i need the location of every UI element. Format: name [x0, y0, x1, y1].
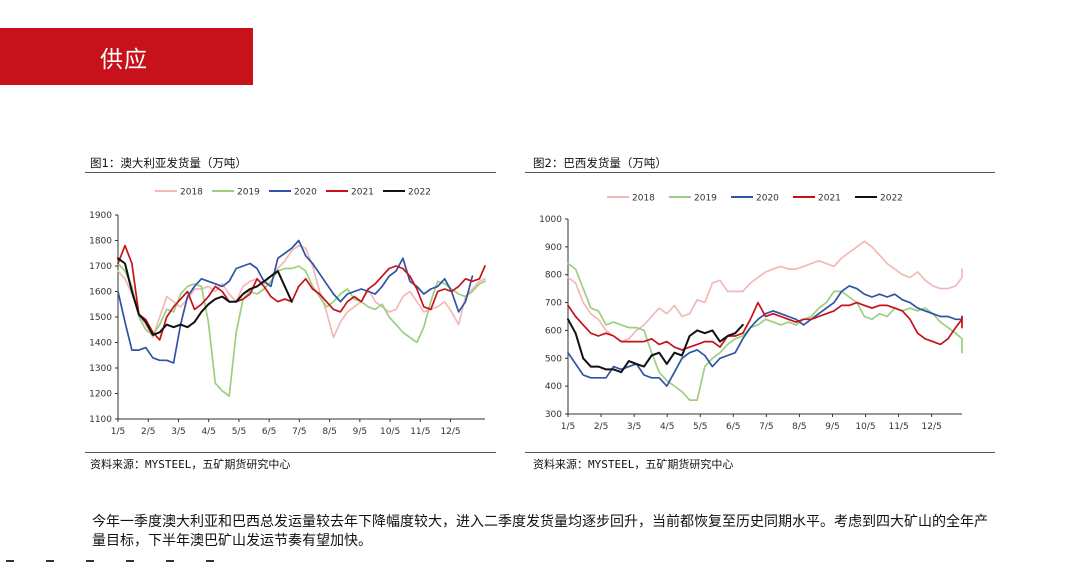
figure-2-top-rule	[525, 172, 995, 173]
series-line-2019	[567, 262, 963, 401]
series-line-2019	[117, 262, 486, 397]
series-line-2021	[567, 301, 963, 351]
series-line-2018	[567, 240, 963, 343]
brazil-shipment-chart: 2018 2019 2020 2021 2022 300 400 500 600 700 800 90…	[539, 194, 963, 432]
legend-label-2019: 2019	[694, 194, 717, 204]
y-tick-label: 400	[545, 382, 562, 392]
series-line-2020	[567, 285, 963, 387]
x-tick-label: 2/5	[141, 427, 155, 437]
x-tick-label: 9/5	[353, 427, 367, 437]
x-tick-label: 3/5	[171, 427, 185, 437]
bottom-decoration	[0, 556, 260, 563]
y-tick-label: 1500	[89, 313, 112, 323]
y-tick-label: 1600	[89, 288, 112, 298]
figure-1-title: 图1：澳大利亚发货量（万吨）	[90, 156, 247, 170]
y-tick-label: 1300	[89, 364, 112, 374]
series-line-2022	[567, 318, 744, 374]
legend-label-2022: 2022	[880, 194, 903, 204]
series-line-2020	[117, 239, 474, 364]
legend-label-2019: 2019	[237, 188, 260, 198]
series-line-2021	[117, 244, 486, 341]
y-tick-label: 1900	[89, 211, 112, 221]
x-tick-label: 3/5	[627, 422, 641, 432]
y-tick-label: 1700	[89, 262, 112, 272]
legend-label-2018: 2018	[632, 194, 655, 204]
x-tick-label: 10/5	[855, 422, 875, 432]
figure-1-source: 资料来源：MYSTEEL，五矿期货研究中心	[90, 458, 291, 471]
legend-label-2021: 2021	[351, 188, 374, 198]
x-tick-label: 6/5	[262, 427, 276, 437]
legend-label-2021: 2021	[818, 194, 841, 204]
x-tick-label: 6/5	[726, 422, 740, 432]
y-tick-label: 1000	[539, 215, 562, 225]
x-tick-label: 8/5	[322, 427, 336, 437]
legend-label-2020: 2020	[756, 194, 779, 204]
y-tick-label: 1800	[89, 237, 112, 247]
x-tick-label: 12/5	[922, 422, 942, 432]
x-tick-label: 4/5	[201, 427, 215, 437]
x-tick-label: 1/5	[561, 422, 575, 432]
x-tick-label: 10/5	[380, 427, 400, 437]
figure-2-bottom-rule	[525, 452, 995, 453]
y-tick-label: 300	[545, 410, 562, 420]
y-tick-label: 500	[545, 354, 562, 364]
y-tick-label: 1100	[89, 415, 112, 425]
x-tick-label: 2/5	[594, 422, 608, 432]
section-title: 供应	[100, 47, 148, 73]
x-tick-label: 8/5	[792, 422, 806, 432]
y-tick-label: 900	[545, 243, 562, 253]
x-tick-label: 5/5	[693, 422, 707, 432]
section-banner: 供应	[0, 28, 253, 85]
series-line-2022	[117, 257, 293, 336]
y-tick-label: 600	[545, 326, 562, 336]
x-tick-label: 11/5	[410, 427, 430, 437]
x-tick-label: 12/5	[440, 427, 460, 437]
x-tick-label: 5/5	[232, 427, 246, 437]
figure-2-source: 资料来源：MYSTEEL，五矿期货研究中心	[533, 458, 734, 471]
x-tick-label: 11/5	[888, 422, 908, 432]
legend-label-2018: 2018	[180, 188, 203, 198]
x-tick-label: 7/5	[292, 427, 306, 437]
australia-shipment-chart: 2018 2019 2020 2021 2022 1100 1200 1300 1400 1500…	[89, 188, 486, 437]
x-tick-label: 7/5	[759, 422, 773, 432]
y-tick-label: 1400	[89, 339, 112, 349]
y-tick-label: 700	[545, 299, 562, 309]
figure-1-top-rule	[85, 172, 496, 173]
figure-1-bottom-rule	[85, 452, 496, 453]
series-line-2018	[117, 244, 486, 339]
x-tick-label: 1/5	[111, 427, 125, 437]
y-tick-label: 800	[545, 271, 562, 281]
description-paragraph: 今年一季度澳大利亚和巴西总发运量较去年下降幅度较大，进入二季度发货量均逐步回升，…	[92, 514, 988, 549]
y-tick-label: 1200	[89, 390, 112, 400]
figure-2-title: 图2：巴西发货量（万吨）	[533, 156, 667, 170]
x-tick-label: 4/5	[660, 422, 674, 432]
x-tick-label: 9/5	[825, 422, 839, 432]
legend-label-2020: 2020	[294, 188, 317, 198]
legend-label-2022: 2022	[408, 188, 431, 198]
